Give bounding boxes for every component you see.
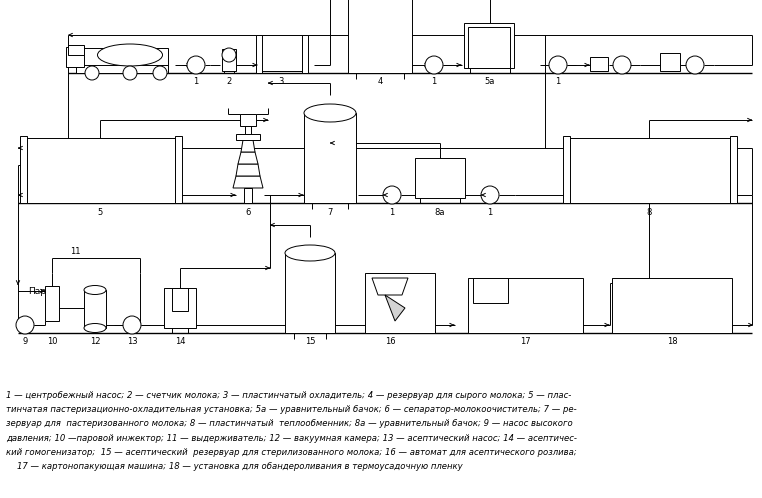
- Bar: [415, 158, 465, 198]
- Circle shape: [425, 56, 443, 74]
- Bar: [78, 67, 168, 73]
- Bar: [164, 288, 196, 328]
- Bar: [45, 286, 59, 321]
- Bar: [348, 0, 412, 73]
- Polygon shape: [238, 152, 258, 164]
- Ellipse shape: [84, 324, 106, 333]
- Polygon shape: [372, 278, 408, 295]
- Circle shape: [123, 316, 141, 334]
- Text: 5a: 5a: [485, 77, 495, 86]
- Text: 1: 1: [555, 77, 561, 86]
- Text: 1 — центробежный насос; 2 — счетчик молока; 3 — пластинчатый охладитель; 4 — рез: 1 — центробежный насос; 2 — счетчик моло…: [6, 391, 572, 400]
- Ellipse shape: [285, 245, 335, 261]
- Text: кий гомогенизатор;  15 — асептический  резервуар для стерилизованного молока; 16: кий гомогенизатор; 15 — асептический рез…: [6, 448, 577, 457]
- Bar: [222, 49, 236, 71]
- Polygon shape: [241, 140, 255, 152]
- Circle shape: [613, 56, 631, 74]
- Bar: [365, 273, 435, 333]
- Text: 16: 16: [385, 338, 395, 347]
- Bar: [660, 53, 680, 71]
- Bar: [563, 136, 570, 203]
- Bar: [68, 45, 84, 55]
- Bar: [25, 138, 175, 203]
- Text: 7: 7: [328, 208, 333, 217]
- Ellipse shape: [84, 285, 106, 294]
- Text: 13: 13: [126, 338, 137, 347]
- Bar: [260, 35, 302, 71]
- Text: 17 — картонопакующая машина; 18 — установка для обандероливания в термоусадочную: 17 — картонопакующая машина; 18 — устано…: [6, 462, 463, 471]
- Text: 6: 6: [245, 208, 251, 217]
- Text: зервуар для  пастеризованного молока; 8 — пластинчатый  теплообменник; 8а — урав: зервуар для пастеризованного молока; 8 —…: [6, 419, 573, 428]
- Bar: [236, 134, 260, 140]
- Circle shape: [187, 56, 205, 74]
- Bar: [730, 136, 737, 203]
- Text: 4: 4: [377, 77, 383, 86]
- Bar: [78, 48, 168, 66]
- Text: 1: 1: [431, 77, 437, 86]
- Text: 12: 12: [90, 338, 101, 347]
- Circle shape: [686, 56, 704, 74]
- Text: 8: 8: [646, 208, 652, 217]
- Circle shape: [481, 186, 499, 204]
- Circle shape: [85, 66, 99, 80]
- Polygon shape: [236, 164, 260, 176]
- Text: 1: 1: [389, 208, 395, 217]
- Bar: [468, 278, 583, 333]
- Circle shape: [153, 66, 167, 80]
- Bar: [175, 136, 182, 203]
- Circle shape: [222, 48, 236, 62]
- Text: 1: 1: [194, 77, 199, 86]
- Bar: [76, 65, 168, 73]
- Text: 9: 9: [22, 338, 27, 347]
- Bar: [590, 57, 608, 71]
- Circle shape: [549, 56, 567, 74]
- Bar: [256, 35, 262, 73]
- Polygon shape: [385, 295, 405, 321]
- Bar: [245, 126, 251, 134]
- Bar: [172, 288, 188, 311]
- Text: Пар: Пар: [28, 286, 46, 295]
- Text: 2: 2: [226, 77, 232, 86]
- Text: 15: 15: [305, 338, 315, 347]
- Bar: [468, 27, 510, 68]
- Text: тинчатая пастеризационно-охладительная установка; 5а — уравнительный бачок; 6 — : тинчатая пастеризационно-охладительная у…: [6, 405, 577, 414]
- Bar: [66, 47, 84, 67]
- Bar: [304, 113, 356, 203]
- Text: 10: 10: [46, 338, 57, 347]
- Bar: [568, 138, 730, 203]
- Bar: [244, 188, 252, 203]
- Ellipse shape: [98, 44, 162, 66]
- Bar: [20, 136, 27, 203]
- Bar: [84, 290, 106, 328]
- Text: 1: 1: [488, 208, 492, 217]
- Text: 8a: 8a: [435, 208, 445, 217]
- Circle shape: [123, 66, 137, 80]
- Bar: [240, 114, 256, 126]
- Bar: [473, 278, 508, 303]
- Ellipse shape: [304, 104, 356, 122]
- Circle shape: [383, 186, 401, 204]
- Text: 5: 5: [98, 208, 103, 217]
- Text: 17: 17: [520, 338, 530, 347]
- Text: давления; 10 —паровой инжектор; 11 — выдерживатель; 12 — вакуумная камера; 13 — : давления; 10 —паровой инжектор; 11 — выд…: [6, 434, 577, 443]
- Polygon shape: [233, 176, 263, 188]
- Circle shape: [16, 316, 34, 334]
- Text: 14: 14: [174, 338, 185, 347]
- Text: 3: 3: [278, 77, 283, 86]
- Bar: [464, 23, 514, 68]
- Bar: [285, 253, 335, 333]
- Text: 18: 18: [667, 338, 677, 347]
- Bar: [302, 35, 308, 73]
- Text: 11: 11: [70, 247, 80, 255]
- Bar: [612, 278, 732, 333]
